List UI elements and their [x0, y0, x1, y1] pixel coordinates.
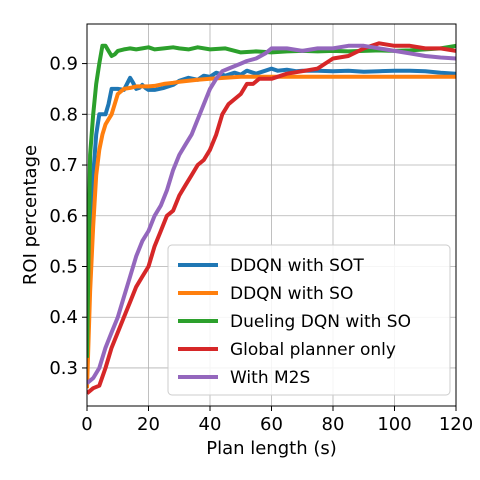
x-tick-label: 20 — [137, 414, 160, 435]
x-tick-label: 60 — [260, 414, 283, 435]
series-line-5 — [87, 43, 456, 385]
y-tick-label: 0.6 — [49, 206, 78, 227]
legend-label: Dueling DQN with SO — [230, 312, 411, 332]
y-tick-label: 0.5 — [49, 256, 78, 277]
legend-label: With M2S — [230, 368, 310, 388]
y-axis-label: ROI percentage — [20, 145, 41, 285]
x-tick-label: 0 — [81, 414, 92, 435]
y-tick-label: 0.9 — [49, 54, 78, 75]
x-tick-label: 100 — [377, 414, 411, 435]
legend-label: DDQN with SOT — [230, 256, 364, 276]
legend-label: Global planner only — [230, 340, 396, 360]
x-tick-label: 80 — [322, 414, 345, 435]
y-tick-label: 0.3 — [49, 358, 78, 379]
x-axis-label: Plan length (s) — [206, 438, 337, 459]
series-line-2 — [87, 74, 456, 389]
y-tick-label: 0.8 — [49, 104, 78, 125]
y-tick-label: 0.7 — [49, 155, 78, 176]
legend-box — [167, 244, 451, 396]
legend: DDQN with SOT DDQN with SO Dueling DQN wit… — [167, 244, 451, 396]
plot-series — [87, 41, 456, 395]
y-tick-label: 0.4 — [49, 307, 78, 328]
axis-ticks: 0 20 40 60 80 100 120 0.3 0.4 0.5 0.6 0.7 0.8 0.9 — [49, 54, 473, 435]
series-line-4 — [87, 41, 456, 395]
x-tick-label: 40 — [199, 414, 222, 435]
legend-label: DDQN with SO — [230, 284, 353, 304]
x-tick-label: 120 — [439, 414, 473, 435]
